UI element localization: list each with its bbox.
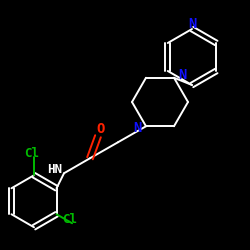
Text: O: O	[97, 122, 105, 136]
Text: HN: HN	[47, 163, 62, 176]
Text: N: N	[188, 17, 196, 31]
Text: Cl: Cl	[62, 213, 78, 226]
Text: N: N	[178, 68, 186, 82]
Text: Cl: Cl	[24, 147, 40, 160]
Text: N: N	[134, 121, 142, 135]
